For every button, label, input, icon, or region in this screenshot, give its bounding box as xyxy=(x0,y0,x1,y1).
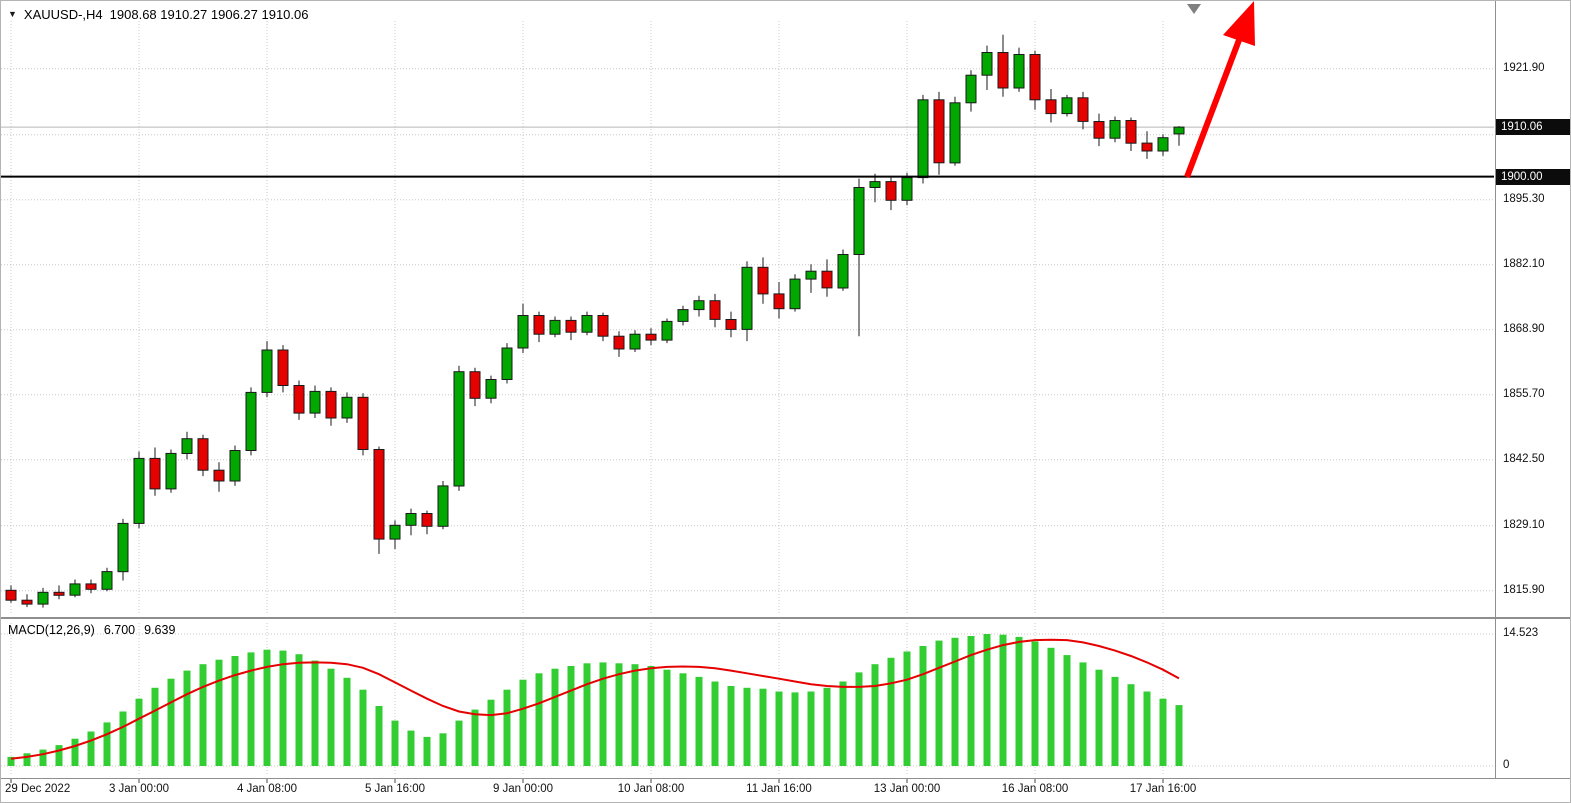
grid-lines xyxy=(1,21,1494,783)
price-axis-label: 1855.70 xyxy=(1503,387,1545,400)
macd-indicator-label: MACD(12,26,9) xyxy=(8,623,95,637)
chart-header: ▼ XAUUSD-,H4 1908.68 1910.27 1906.27 191… xyxy=(8,7,308,22)
current-price-badge: 1910.06 xyxy=(1496,119,1570,136)
time-axis-label: 11 Jan 16:00 xyxy=(746,783,812,795)
price-axis-label: 1815.90 xyxy=(1503,583,1545,596)
trend-arrow-annotation[interactable] xyxy=(1184,1,1255,179)
macd-label-row: MACD(12,26,9) 6.700 9.639 xyxy=(8,623,175,637)
time-axis-label: 10 Jan 08:00 xyxy=(617,783,685,795)
macd-signal-value: 9.639 xyxy=(144,623,176,637)
time-axis[interactable]: 29 Dec 2022 3 Jan 00:00 4 Jan 08:00 5 Jan 1… xyxy=(1,780,1495,802)
chart-shift-marker-icon[interactable] xyxy=(1187,4,1201,14)
level-price-badge: 1900.00 xyxy=(1496,168,1570,185)
price-axis-label: 1829.10 xyxy=(1503,518,1545,531)
macd-axis-label: 0 xyxy=(1503,759,1510,771)
price-axis-label: 1842.50 xyxy=(1503,452,1545,465)
time-axis-label: 17 Jan 16:00 xyxy=(1129,783,1197,795)
time-axis-label: 4 Jan 08:00 xyxy=(236,783,298,795)
quick-trade-dropdown-icon[interactable]: ▼ xyxy=(8,9,17,19)
macd-signal-line xyxy=(10,638,1180,760)
time-axis-label: 9 Jan 00:00 xyxy=(492,783,554,795)
panel-separator[interactable] xyxy=(1,617,1570,619)
time-axis-label: 29 Dec 2022 xyxy=(5,783,71,795)
price-axis-label: 1882.10 xyxy=(1503,257,1545,270)
macd-histogram xyxy=(7,634,1183,766)
time-axis-label: 16 Jan 08:00 xyxy=(1001,783,1069,795)
symbol-timeframe-label: XAUUSD-,H4 xyxy=(23,7,103,22)
price-axis[interactable]: 1921.90 1895.30 1882.10 1868.90 1855.70 1842.… xyxy=(1495,1,1570,778)
price-axis-label: 1868.90 xyxy=(1503,322,1545,335)
price-axis-separator xyxy=(1495,1,1496,778)
price-axis-label: 1921.90 xyxy=(1503,61,1545,74)
time-axis-separator xyxy=(1,778,1570,779)
ohlc-values: 1908.68 1910.27 1906.27 1910.06 xyxy=(109,7,309,22)
macd-main-value: 6.700 xyxy=(103,623,136,637)
time-axis-label: 13 Jan 00:00 xyxy=(873,783,941,795)
time-axis-label: 5 Jan 16:00 xyxy=(364,783,426,795)
candlestick-series[interactable] xyxy=(5,34,1185,608)
macd-axis-label: 14.523 xyxy=(1503,627,1539,639)
price-axis-label: 1895.30 xyxy=(1503,192,1545,205)
time-axis-label: 3 Jan 00:00 xyxy=(108,783,170,795)
